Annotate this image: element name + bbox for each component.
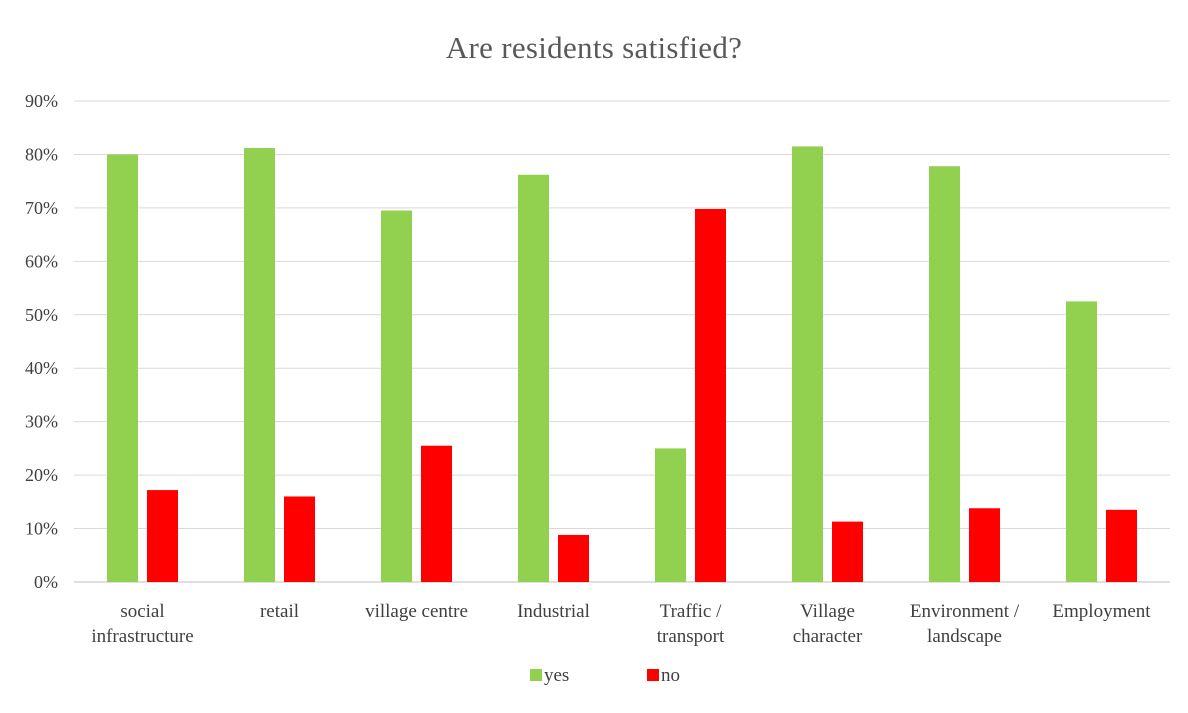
x-tick-label: Traffic / transport: [657, 601, 725, 647]
bar-no: [421, 445, 452, 582]
bar-yes: [655, 448, 686, 582]
bar-yes: [929, 166, 960, 583]
bar-no: [695, 208, 726, 583]
x-tick-label: Industrial: [517, 601, 590, 622]
bar-yes: [792, 146, 823, 582]
x-tick-label: village centre: [365, 601, 468, 622]
y-tick-label: 20%: [25, 465, 58, 485]
y-tick-label: 0%: [34, 572, 58, 592]
legend-label-no: no: [661, 665, 680, 686]
x-tick-label: social infrastructure: [91, 601, 193, 647]
y-tick-label: 60%: [25, 251, 58, 271]
x-tick-label: Employment: [1052, 601, 1151, 622]
bar-no: [832, 521, 863, 582]
y-tick-label: 40%: [25, 358, 58, 378]
bar-no: [969, 508, 1000, 582]
bar-no: [284, 496, 315, 582]
y-tick-label: 30%: [25, 412, 58, 432]
y-tick-label: 90%: [25, 91, 58, 111]
bar-no: [558, 534, 589, 582]
x-tick-label: Village character: [793, 601, 863, 647]
y-tick-label: 80%: [25, 144, 58, 164]
bar-yes: [107, 154, 138, 582]
x-tick-label: Environment / landscape: [910, 601, 1020, 647]
legend: yes no: [530, 665, 680, 686]
gridlines: [74, 100, 1170, 583]
bars: [107, 146, 1137, 583]
legend-swatch-no: [647, 669, 659, 681]
x-axis-labels: social infrastructure retail village centre…: [91, 601, 1151, 647]
bar-yes: [1066, 301, 1097, 582]
chart-title: Are residents satisfied?: [445, 30, 743, 65]
y-tick-label: 70%: [25, 198, 58, 218]
bar-yes: [244, 148, 275, 582]
x-tick-label: retail: [260, 601, 299, 622]
bar-no: [1106, 509, 1137, 582]
y-axis-ticks: 0% 10% 20% 30% 40% 50% 60% 70% 80% 90%: [25, 91, 58, 592]
y-tick-label: 10%: [25, 519, 58, 539]
y-tick-label: 50%: [25, 305, 58, 325]
bar-no: [147, 490, 178, 582]
legend-label-yes: yes: [544, 665, 569, 686]
bar-yes: [381, 210, 412, 583]
bar-yes: [518, 174, 549, 582]
legend-swatch-yes: [530, 669, 542, 681]
